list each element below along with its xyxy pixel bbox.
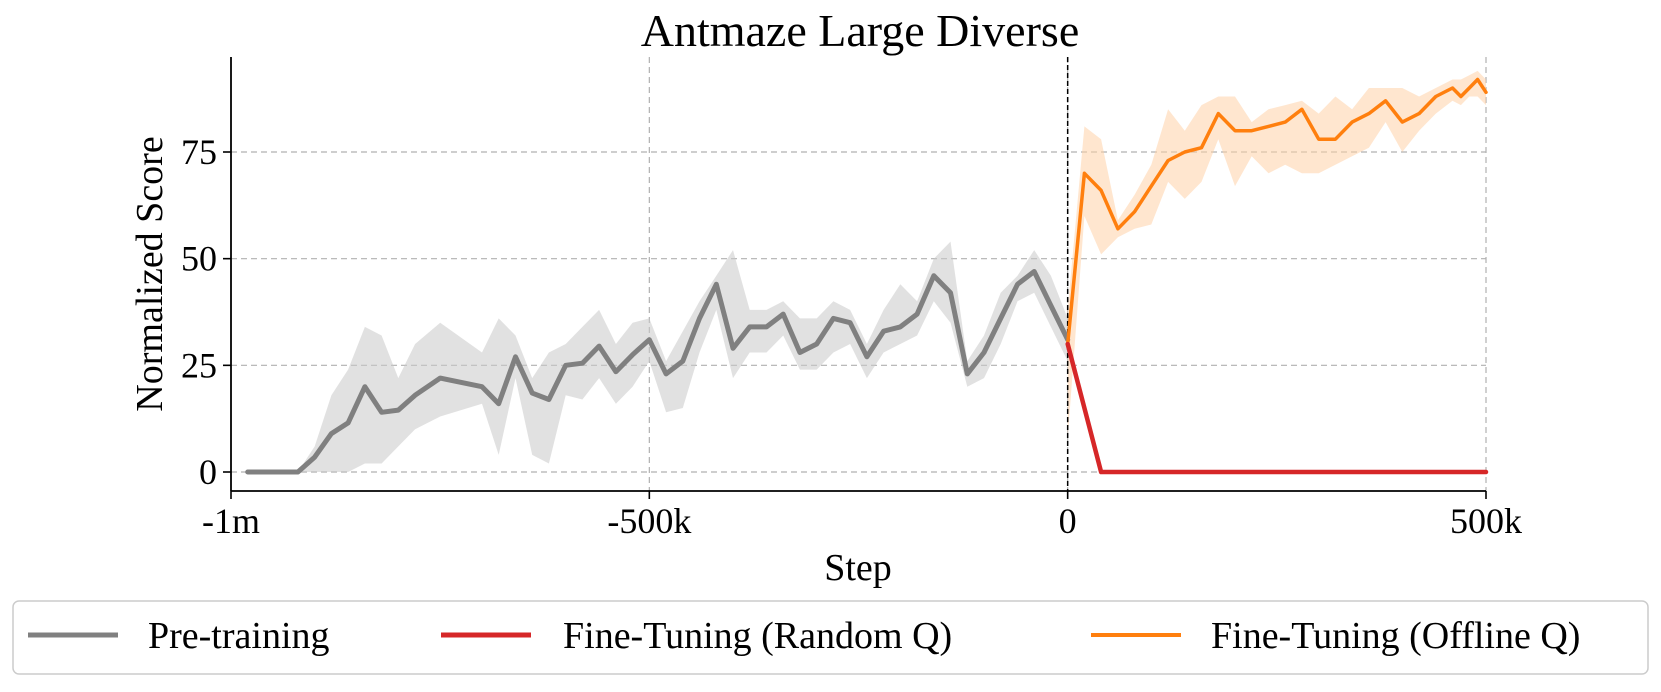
line-fine-tuning-random-q: [1065, 341, 1489, 475]
legend-frame: [12, 600, 1649, 675]
x-tick-label: -1m: [202, 501, 260, 541]
y-ticks: 0 25 50 75: [181, 132, 231, 492]
x-tick-label: 500k: [1450, 501, 1522, 541]
legend-label-random-q: Fine-Tuning (Random Q): [563, 615, 952, 657]
band-fine-tuning-offline-q: [1067, 70, 1486, 438]
x-ticks: -1m -500k 0 500k: [202, 491, 1522, 541]
legend-label-pretraining: Pre-training: [148, 615, 330, 657]
legend-label-offline-q: Fine-Tuning (Offline Q): [1211, 615, 1580, 657]
line-pre-training: [245, 269, 1071, 475]
legend: Pre-training Fine-Tuning (Random Q) Fine…: [12, 600, 1649, 675]
y-tick-label: 0: [199, 452, 217, 492]
x-tick-label: -500k: [607, 501, 691, 541]
y-tick-label: 50: [181, 239, 217, 279]
band-layer: [247, 70, 1486, 472]
line-layer: [245, 77, 1489, 475]
y-tick-label: 25: [181, 345, 217, 385]
x-axis-label: Step: [824, 547, 892, 589]
y-tick-label: 75: [181, 132, 217, 172]
y-axis-label: Normalized Score: [129, 136, 171, 411]
line-fine-tuning-offline-q: [1065, 77, 1488, 346]
chart-title: Antmaze Large Diverse: [641, 5, 1080, 56]
x-tick-label: 0: [1059, 501, 1077, 541]
